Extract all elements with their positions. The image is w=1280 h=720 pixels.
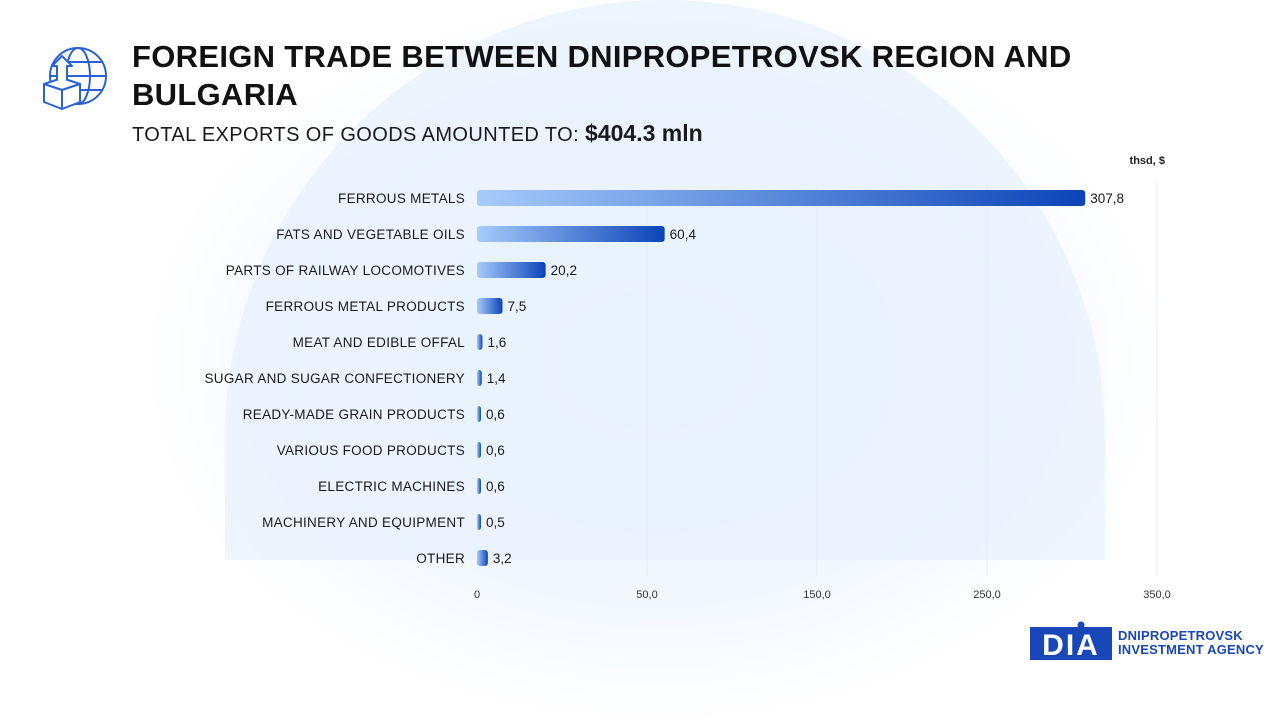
category-label: MEAT AND EDIBLE OFFAL [293, 335, 466, 350]
value-label: 1,4 [487, 371, 506, 386]
category-label: FERROUS METAL PRODUCTS [266, 299, 465, 314]
category-label: OTHER [416, 551, 465, 566]
logo-text: DNIPROPETROVSK INVESTMENT AGENCY [1118, 629, 1264, 657]
total-exports-amount: $404.3 mln [585, 120, 703, 146]
category-label: READY-MADE GRAIN PRODUCTS [243, 407, 465, 422]
category-label: FERROUS METALS [338, 191, 465, 206]
category-label: PARTS OF RAILWAY LOCOMOTIVES [226, 263, 465, 278]
x-tick-label: 150,0 [803, 589, 831, 601]
logo-line-2: INVESTMENT AGENCY [1118, 642, 1264, 657]
bar [477, 190, 1086, 206]
bar [477, 514, 481, 530]
value-label: 20,2 [551, 263, 577, 278]
x-tick-label: 0 [474, 589, 480, 601]
dia-logo-mark: DIA [1030, 621, 1112, 662]
value-label: 307,8 [1090, 191, 1124, 206]
globe-export-box-icon [43, 47, 107, 110]
x-tick-label: 250,0 [973, 589, 1001, 601]
subtitle-prefix: TOTAL EXPORTS OF GOODS AMOUNTED TO: [132, 124, 580, 146]
bar [477, 550, 488, 566]
bar [477, 406, 481, 422]
bar [477, 442, 481, 458]
category-label: ELECTRIC MACHINES [318, 479, 465, 494]
logo-mark-text: DIA [1042, 629, 1100, 662]
value-label: 0,6 [486, 407, 505, 422]
value-label: 3,2 [493, 551, 512, 566]
x-tick-label: 50,0 [636, 589, 657, 601]
category-label: FATS AND VEGETABLE OILS [276, 227, 465, 242]
unit-label: thsd, $ [1129, 155, 1165, 167]
page-title: FOREIGN TRADE BETWEEN DNIPROPETROVSK REG… [132, 39, 1072, 112]
x-tick-label: 350,0 [1143, 589, 1171, 601]
bar [477, 478, 481, 494]
value-label: 7,5 [508, 299, 527, 314]
bar [477, 226, 665, 242]
bar [477, 298, 503, 314]
value-label: 0,5 [486, 515, 505, 530]
page-subtitle: TOTAL EXPORTS OF GOODS AMOUNTED TO: $404.… [132, 120, 703, 147]
category-label: SUGAR AND SUGAR CONFECTIONERY [205, 371, 466, 386]
value-label: 1,6 [487, 335, 506, 350]
category-label: MACHINERY AND EQUIPMENT [262, 515, 465, 530]
bar [477, 262, 546, 278]
value-label: 60,4 [670, 227, 697, 242]
value-label: 0,6 [486, 443, 505, 458]
logo-line-1: DNIPROPETROVSK [1118, 628, 1243, 643]
dia-logo: DIA DNIPROPETROVSK INVESTMENT AGENCY [1028, 620, 1264, 666]
bar [477, 334, 483, 350]
bar [477, 370, 482, 386]
category-label: VARIOUS FOOD PRODUCTS [277, 443, 465, 458]
value-label: 0,6 [486, 479, 505, 494]
